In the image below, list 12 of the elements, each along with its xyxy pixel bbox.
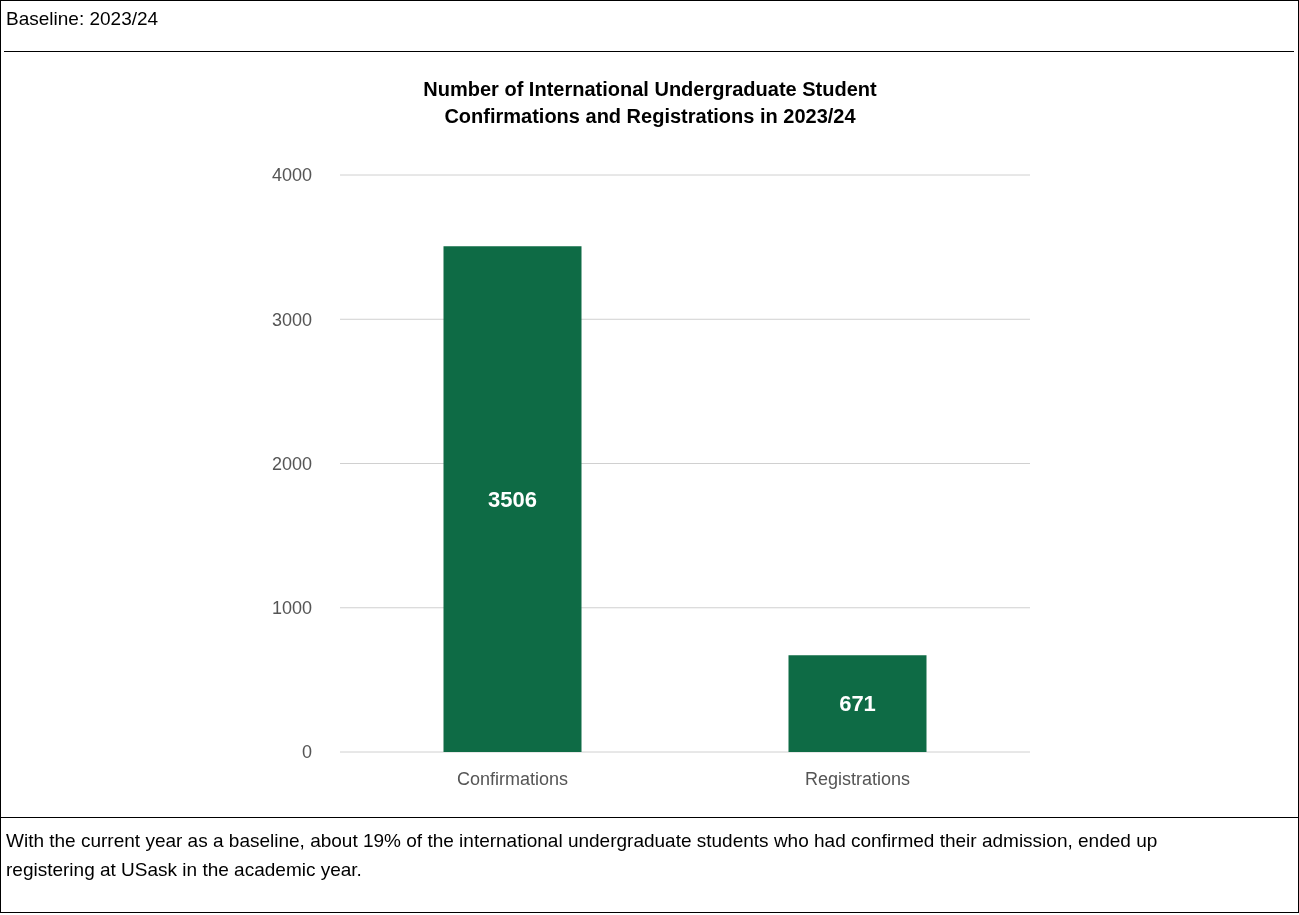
text: With the current year as a baseline, about 19% of the international undergraduate students who had confirmed their admission, ended up registering at USask in the academic year. xyxy=(6,829,1159,882)
y-tick-label: 4000 xyxy=(271,165,312,186)
y-tick-label: 0 xyxy=(301,742,312,763)
y-tick-label: 1000 xyxy=(271,598,312,619)
x-tick-label: Confirmations xyxy=(456,768,569,789)
text: Baseline: 2023/24 xyxy=(6,8,159,30)
data-label: 3506 xyxy=(488,486,537,512)
chart-title: Number of International Undergraduate Student Confirmations and Registrations in 2023/24 xyxy=(422,77,878,129)
y-tick-label: 2000 xyxy=(271,453,312,474)
x-tick-label: Registrations xyxy=(804,768,911,789)
data-label: 671 xyxy=(839,691,876,717)
y-tick-label: 3000 xyxy=(271,309,312,330)
